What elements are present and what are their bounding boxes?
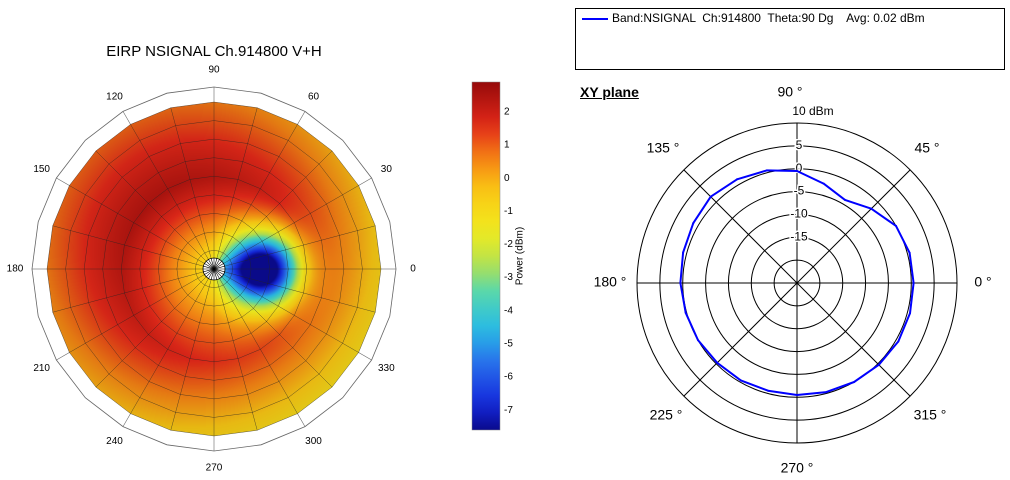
heatmap-grid-spoke: [213, 124, 298, 270]
polar-angle-label: 45 °: [914, 140, 939, 156]
polar-series-point: [870, 207, 873, 210]
heatmap-title: EIRP NSIGNAL Ch.914800 V+H: [106, 43, 322, 60]
polar-series-point: [716, 361, 719, 364]
heatmap-angle-tick-label: 180: [7, 264, 24, 275]
heatmap-grid-spoke: [95, 150, 215, 270]
colorbar-tick-label: -7: [504, 405, 513, 416]
heatmap-frame-spoke: [358, 352, 372, 361]
heatmap-grid-spoke: [170, 107, 215, 270]
polar-angle-label: 315 °: [914, 407, 947, 423]
polar-series-point: [679, 282, 682, 284]
legend-entry: Band:NSIGNAL Ch:914800 Theta:90 Dg Avg: …: [612, 11, 925, 25]
heatmap-grid-spoke: [52, 225, 215, 270]
heatmap-angle-tick-label: 90: [208, 65, 220, 76]
polar-series-point: [877, 363, 880, 366]
heatmap-grid-spoke: [130, 124, 215, 270]
colorbar-tick-label: -2: [504, 239, 513, 250]
heatmap-grid-spoke: [95, 268, 215, 388]
heatmap-frame-spoke: [122, 111, 131, 125]
heatmap-angle-tick-label: 210: [33, 363, 50, 374]
heatmap-angle-tick-label: 300: [305, 436, 322, 447]
heatmap-angle-tick-label: 330: [378, 363, 395, 374]
colorbar-tick-label: -3: [504, 272, 513, 283]
heatmap-frame-spoke: [297, 413, 306, 427]
heatmap-grid-spoke: [213, 268, 258, 431]
heatmap-frame-spoke: [122, 413, 131, 427]
xy-plane-title: XY plane: [580, 84, 639, 100]
heatmap-grid-spoke: [213, 268, 298, 414]
polar-series-point: [908, 251, 911, 254]
heatmap-center-hub-line: [203, 265, 225, 273]
heatmap-grid-spoke: [213, 268, 376, 313]
polar-series-point: [692, 222, 695, 225]
heatmap-frame-spoke: [56, 177, 70, 186]
heatmap-angle-tick-label: 60: [308, 91, 320, 102]
polar-series-point: [909, 312, 911, 315]
polar-series-point: [739, 379, 742, 382]
polar-series-point: [767, 389, 770, 392]
polar-series-point: [684, 311, 687, 314]
polar-radial-tick-label: 5: [796, 138, 803, 152]
heatmap-grid-spoke: [213, 107, 258, 270]
colorbar-tick-label: 2: [504, 106, 510, 117]
polar-series-point: [765, 169, 768, 172]
colorbar-axis-label: Power (dBm): [515, 227, 526, 285]
heatmap-grid-spoke: [213, 150, 333, 270]
legend-line-swatch: [582, 18, 608, 20]
polar-series-point: [796, 170, 798, 172]
heatmap-grid-spoke: [69, 268, 215, 353]
legend-box: Band:NSIGNAL Ch:914800 Theta:90 Dg Avg: …: [575, 8, 1005, 70]
heatmap-angle-tick-label: 30: [381, 164, 393, 175]
polar-radial-tick-label: 0: [796, 161, 803, 175]
heatmap-angle-tick-label: 150: [33, 164, 50, 175]
polar-radial-unit-label: 10 dBm: [792, 104, 833, 118]
polar-radial-tick-label: -5: [794, 184, 805, 198]
heatmap-angle-tick-label: 270: [206, 463, 223, 474]
polar-angle-label: 0 °: [974, 274, 991, 290]
polar-series-point: [895, 224, 897, 227]
polar-radial-tick-label: -15: [790, 229, 808, 243]
polar-series-point: [796, 394, 798, 396]
polar-angle-label: 270 °: [781, 460, 814, 476]
heatmap-grid-spoke: [130, 268, 215, 414]
heatmap-grid-spoke: [213, 268, 333, 388]
polar-angle-label: 135 °: [647, 140, 680, 156]
polar-series-point: [736, 178, 739, 181]
colorbar-tick-label: 1: [504, 140, 510, 151]
polar-series-point: [844, 198, 846, 201]
polar-series-point: [822, 182, 825, 185]
heatmap-angle-tick-label: 0: [410, 264, 416, 275]
polar-angle-label: 225 °: [650, 407, 683, 423]
heatmap-grid-spoke: [69, 185, 215, 270]
colorbar-tick-label: -6: [504, 372, 513, 383]
polar-grid-spoke: [683, 169, 911, 397]
heatmap-grid-spoke: [213, 225, 376, 270]
polar-radial-tick-label: -10: [790, 207, 808, 221]
polar-series-point: [682, 251, 685, 254]
heatmap-grid-spoke: [170, 268, 215, 431]
polar-series-point: [709, 195, 712, 198]
polar-angle-label: 90 °: [777, 84, 802, 100]
colorbar-tick-label: -5: [504, 338, 513, 349]
heatmap-grid-spoke: [213, 268, 359, 353]
heatmap-angle-tick-label: 240: [106, 436, 123, 447]
heatmap-frame-spoke: [297, 111, 306, 125]
colorbar-tick-label: -1: [504, 206, 513, 217]
heatmap-frame-spoke: [358, 177, 372, 186]
heatmap-frame-spoke: [56, 352, 70, 361]
colorbar-tick-label: -4: [504, 305, 513, 316]
polar-series-point: [897, 340, 900, 343]
polar-series-point: [825, 391, 828, 394]
polar-angle-label: 180 °: [594, 274, 627, 290]
heatmap-grid-spoke: [213, 185, 359, 270]
polar-series-point: [697, 339, 699, 342]
polar-series-point: [912, 282, 915, 284]
heatmap-angle-tick-label: 120: [106, 91, 123, 102]
colorbar: [471, 81, 501, 431]
heatmap-grid-spoke: [52, 268, 215, 313]
colorbar-tick-label: 0: [504, 173, 510, 184]
polar-series-point: [853, 381, 856, 383]
